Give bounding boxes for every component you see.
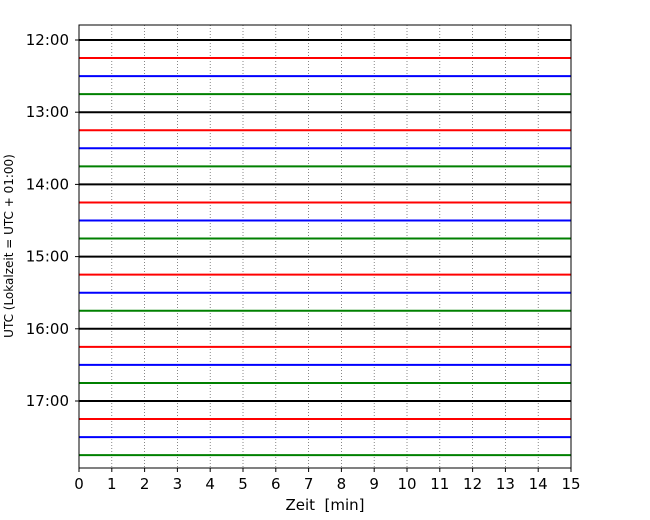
x-tick-label: 11 [430,475,449,493]
x-axis: 0 1 2 3 4 5 6 7 8 9 10 11 12 13 14 15 [74,468,581,493]
x-tick-label: 1 [107,475,117,493]
x-tick-label: 3 [173,475,183,493]
y-tick-label: 17:00 [26,392,69,410]
y-tick-label: 14:00 [26,175,69,193]
y-tick-label: 15:00 [26,248,69,266]
x-tick-label: 0 [74,475,84,493]
grid-lines [111,25,539,468]
x-tick-label: 14 [529,475,548,493]
x-tick-label: 9 [369,475,379,493]
x-tick-label: 6 [271,475,281,493]
x-tick-label: 8 [337,475,347,493]
y-tick-label: 12:00 [26,31,69,49]
x-tick-label: 2 [140,475,150,493]
trace-layer [79,39,571,457]
x-axis-label: Zeit [min] [285,496,364,514]
x-tick-label: 5 [238,475,248,493]
plot-frame [78,24,572,469]
x-tick-label: 4 [205,475,215,493]
y-tick-label: 13:00 [26,103,69,121]
x-tick-label: 13 [496,475,515,493]
x-tick-label: 15 [561,475,580,493]
y-axis: 12:00 13:00 14:00 15:00 16:00 17:00 [26,31,79,410]
x-tick-label: 7 [304,475,314,493]
y-axis-label: UTC (Lokalzeit = UTC + 01:00) [2,154,16,338]
y-tick-label: 16:00 [26,320,69,338]
x-tick-label: 12 [463,475,482,493]
x-tick-label: 10 [397,475,416,493]
